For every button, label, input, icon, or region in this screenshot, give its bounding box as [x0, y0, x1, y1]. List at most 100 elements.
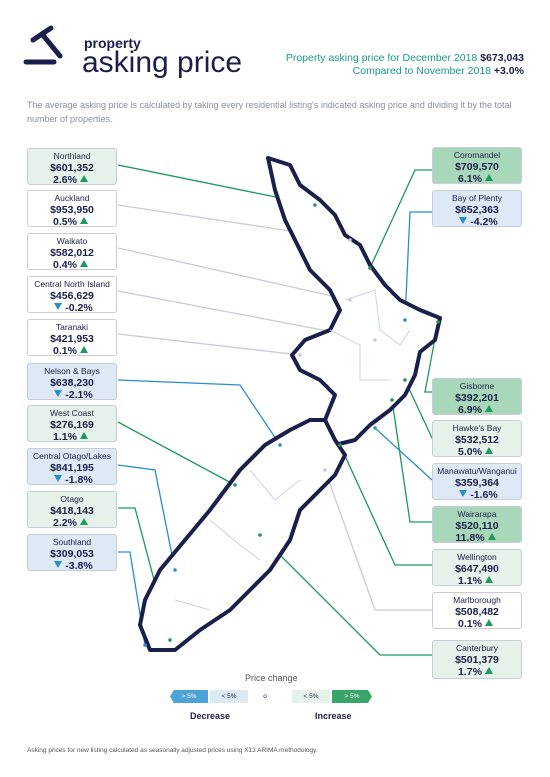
arrow-up: [79, 260, 88, 267]
region-box: Bay of Plenty $652,363 -4.2%: [432, 190, 522, 228]
region-name: Wellington: [457, 552, 497, 562]
region-change: -3.8%: [28, 560, 116, 572]
change-value: 1.7%: [458, 666, 482, 678]
change-value: -1.6%: [470, 489, 498, 501]
region-name: Auckland: [54, 193, 90, 203]
legend-key: < 5%: [292, 690, 330, 703]
leader-dot: [323, 468, 327, 472]
leader-line: [117, 421, 236, 486]
region-price: $953,950: [50, 204, 94, 216]
region-price: $276,169: [50, 419, 94, 431]
region-price: $392,201: [455, 392, 499, 404]
leader-dot: [278, 443, 282, 447]
brand-small: property: [84, 35, 141, 51]
change-value: 11.8%: [455, 532, 485, 544]
region-box: Manawatu/Wanganui $359,364 -1.6%: [432, 463, 522, 501]
summary-row: Property asking price for December 2018 …: [286, 52, 524, 65]
leader-dot: [233, 483, 237, 487]
region-change: 0.1%: [28, 345, 116, 357]
region-box: Coromandel $709,570 6.1%: [432, 147, 522, 185]
region-change: 1.1%: [28, 431, 116, 443]
leader-line: [339, 444, 432, 566]
leader-line: [374, 427, 433, 481]
arrow-up: [79, 518, 88, 525]
arrow-up: [484, 667, 493, 674]
region-name: Southland: [52, 537, 92, 547]
region-name: Coromandel: [453, 150, 501, 160]
region-box: Taranaki $421,953 0.1%: [27, 319, 117, 357]
brand-large: asking price: [82, 46, 243, 79]
region-name: Marlborough: [453, 595, 501, 605]
region-box: Auckland $953,950 0.5%: [27, 190, 117, 228]
region-price: $647,490: [455, 563, 499, 575]
region-change: 0.4%: [28, 259, 116, 271]
arrow-up: [484, 447, 493, 454]
arrow-up: [79, 346, 88, 353]
arrow-up: [484, 174, 493, 181]
region-change: 0.5%: [28, 216, 116, 228]
region-price: $582,012: [50, 247, 94, 259]
change-value: 0.1%: [458, 618, 482, 630]
arrow-up: [484, 619, 493, 626]
leader-line: [391, 399, 432, 523]
arrow-down: [54, 390, 63, 397]
region-change: 0.1%: [433, 618, 521, 630]
change-value: 0.5%: [53, 216, 77, 228]
region-name: Nelson & Bays: [44, 366, 100, 376]
region-box: Wellington $647,490 1.1%: [432, 549, 522, 587]
region-name: Wairarapa: [457, 509, 497, 519]
region-box: Otago $418,143 2.2%: [27, 491, 117, 529]
leader-dot: [368, 266, 372, 270]
leader-line: [369, 169, 432, 269]
change-value: 6.1%: [458, 173, 482, 185]
region-name: Hawke's Bay: [452, 423, 502, 433]
change-value: 1.1%: [53, 431, 77, 443]
region-price: $638,230: [50, 377, 94, 389]
legend-key: > 5%: [332, 690, 372, 703]
leader-line: [259, 534, 432, 656]
region-name: Gisborne: [459, 381, 495, 391]
summary-value: +3.0%: [493, 65, 524, 77]
arrow-down: [54, 303, 63, 310]
north-island: [266, 156, 442, 447]
leader-line: [404, 211, 432, 321]
region-price: $508,482: [455, 606, 499, 618]
legend-key: < 5%: [210, 690, 248, 703]
legend-decrease: Decrease: [190, 711, 231, 721]
legend-increase: Increase: [315, 711, 352, 721]
leader-line: [324, 469, 432, 611]
region-name: Central North Island: [34, 279, 110, 289]
region-name: Central Otago/Lakes: [33, 451, 111, 461]
region-price: $309,053: [50, 548, 94, 560]
summary: Property asking price for December 2018 …: [286, 52, 524, 78]
leader-dot: [348, 238, 352, 242]
legend-title: Price change: [245, 673, 298, 683]
region-price: $418,143: [50, 505, 94, 517]
legend-key: o: [263, 693, 267, 700]
arrow-up: [79, 175, 88, 182]
summary-value: $673,043: [480, 52, 524, 64]
change-value: 2.6%: [53, 174, 77, 186]
change-value: -0.2%: [65, 302, 93, 314]
leader-dot: [143, 643, 147, 647]
region-price: $709,570: [455, 161, 499, 173]
region-name: Waikato: [56, 236, 88, 246]
leader-dot: [436, 320, 440, 324]
region-price: $501,379: [455, 654, 499, 666]
legend-key: > 5%: [170, 690, 208, 703]
region-price: $532,512: [455, 434, 499, 446]
region-name: Manawatu/Wanganui: [437, 466, 517, 476]
region-price: $359,364: [455, 477, 499, 489]
region-change: -1.8%: [28, 474, 116, 486]
region-change: -0.2%: [28, 302, 116, 314]
region-change: 1.1%: [433, 575, 521, 587]
leader-dot: [313, 203, 317, 207]
region-box: Hawke's Bay $532,512 5.0%: [432, 420, 522, 458]
region-price: $456,629: [50, 290, 94, 302]
leader-dot: [168, 638, 172, 642]
arrow-up: [484, 405, 493, 412]
leader-dot: [298, 353, 302, 357]
region-name: Otago: [60, 494, 84, 504]
leader-line: [117, 379, 281, 446]
